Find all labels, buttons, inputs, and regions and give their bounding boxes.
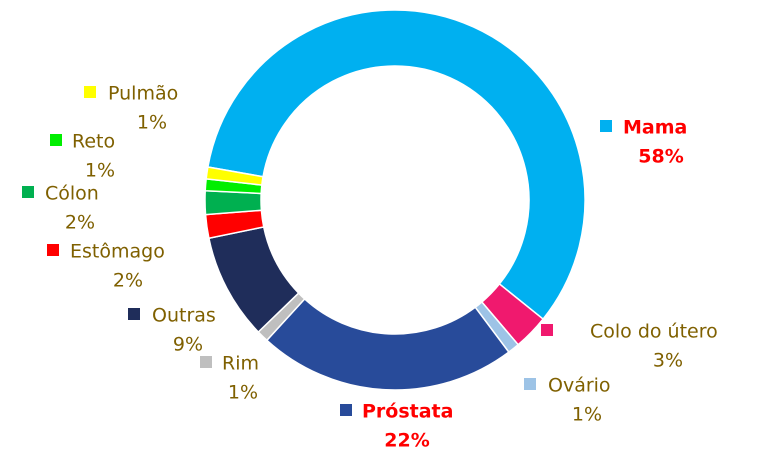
legend-swatch <box>84 86 96 98</box>
legend-swatch <box>200 356 212 368</box>
category-label: Rim <box>222 353 259 375</box>
category-label: Cólon <box>45 183 99 205</box>
legend-swatch <box>47 244 59 256</box>
value-label: 1% <box>228 382 258 404</box>
legend-swatch <box>340 404 352 416</box>
donut-segment <box>204 189 263 216</box>
value-label: 9% <box>173 334 203 356</box>
value-label: 1% <box>572 404 602 426</box>
value-label: 58% <box>638 146 683 168</box>
category-label: Estômago <box>70 241 165 263</box>
category-label: Reto <box>72 131 115 153</box>
legend-swatch <box>524 378 536 390</box>
donut-segment <box>207 9 586 321</box>
legend-swatch <box>128 308 140 320</box>
legend-swatch <box>50 134 62 146</box>
legend-swatch <box>541 324 553 336</box>
category-label: Ovário <box>548 375 611 397</box>
value-label: 1% <box>85 160 115 182</box>
legend-swatch <box>22 186 34 198</box>
category-label: Próstata <box>362 401 453 423</box>
value-label: 2% <box>65 212 95 234</box>
category-label: Pulmão <box>108 83 178 105</box>
value-label: 2% <box>113 270 143 292</box>
value-label: 1% <box>137 112 167 134</box>
donut-segment <box>265 297 510 391</box>
category-label: Colo do útero <box>590 321 718 343</box>
legend-swatch <box>600 120 612 132</box>
category-label: Outras <box>152 305 216 327</box>
value-label: 22% <box>384 430 429 452</box>
value-label: 3% <box>653 350 683 372</box>
donut-segment <box>205 166 264 186</box>
category-label: Mama <box>623 117 687 139</box>
